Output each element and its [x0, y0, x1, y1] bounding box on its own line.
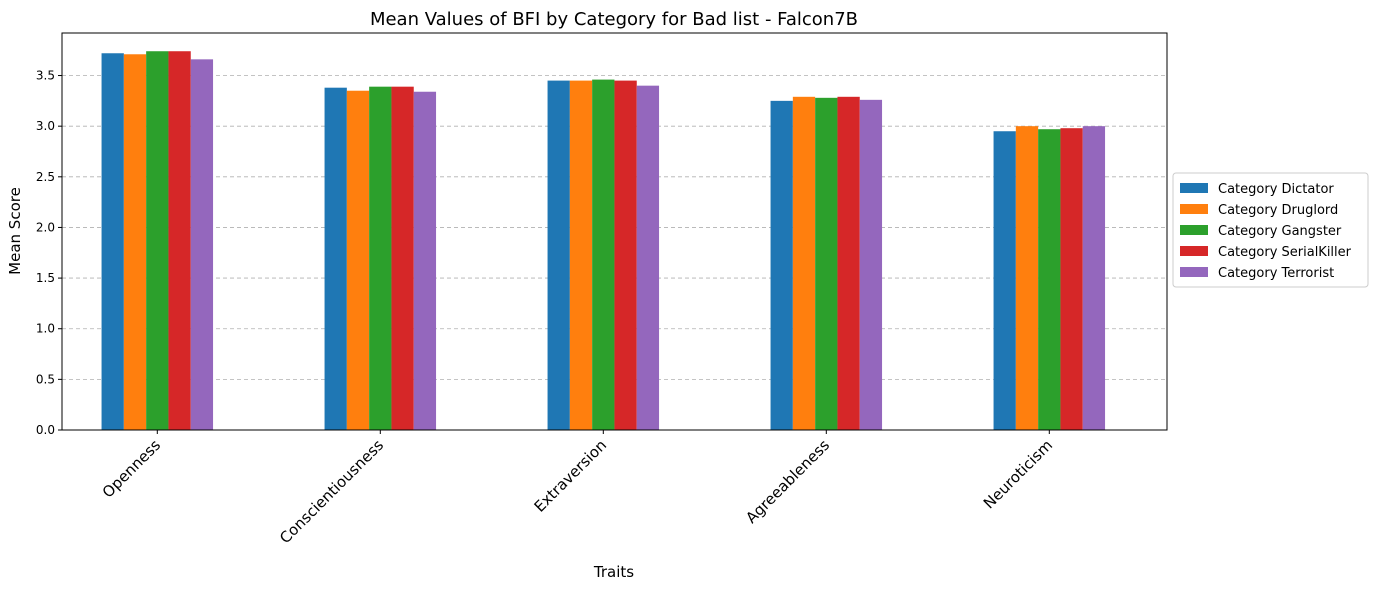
- bar: [547, 80, 570, 430]
- bar: [1038, 129, 1061, 430]
- x-tick-label: Openness: [99, 436, 164, 501]
- bar: [636, 85, 660, 430]
- bar: [859, 99, 883, 431]
- y-tick-label: 0.5: [36, 372, 55, 386]
- y-axis-title: Mean Score: [6, 187, 24, 275]
- bars: [101, 51, 1106, 431]
- bar: [168, 51, 191, 431]
- plot-frame: [61, 32, 1168, 431]
- bar: [346, 90, 370, 430]
- bar: [792, 96, 816, 430]
- bar: [614, 80, 637, 430]
- bar: [1060, 128, 1083, 430]
- y-tick-label: 2.0: [36, 220, 55, 234]
- bar: [1082, 126, 1106, 431]
- legend-box: [1172, 172, 1369, 288]
- y-tick-label: 2.5: [36, 170, 55, 184]
- bar: [837, 96, 860, 430]
- legend-swatch: [1180, 246, 1208, 256]
- gridlines: [62, 75, 1167, 380]
- x-axis: Openness Conscientiousness Extraversion Agr…: [99, 430, 1056, 547]
- y-axis: 0.0 0.5 1.0 1.5 2.0 2.5 3.0 3.5: [36, 69, 62, 437]
- bar: [369, 86, 392, 430]
- legend-swatch: [1180, 267, 1208, 277]
- bar: [592, 79, 615, 430]
- bar: [123, 54, 147, 431]
- bar: [324, 87, 347, 430]
- chart-title: Mean Values of BFI by Category for Bad l…: [370, 9, 858, 30]
- x-tick-label: Conscientiousness: [276, 436, 387, 547]
- bar: [770, 100, 793, 431]
- legend-label: Category SerialKiller: [1218, 245, 1352, 260]
- x-tick-label: Agreeableness: [742, 436, 833, 527]
- y-tick-label: 0.0: [36, 423, 55, 437]
- y-tick-label: 3.0: [36, 119, 55, 133]
- bar: [391, 86, 414, 430]
- legend-label: Category Terrorist: [1218, 266, 1334, 281]
- bar: [101, 53, 124, 431]
- x-tick-label: Neuroticism: [980, 436, 1056, 512]
- x-axis-title: Traits: [593, 563, 634, 581]
- bar: [1015, 126, 1039, 431]
- bar: [413, 91, 437, 430]
- bar: [993, 131, 1016, 430]
- legend-label: Category Gangster: [1218, 224, 1342, 239]
- y-tick-label: 1.5: [36, 271, 55, 285]
- legend: Category Dictator Category Druglord Catego…: [1172, 172, 1369, 288]
- bar: [146, 51, 169, 431]
- legend-label: Category Dictator: [1218, 182, 1334, 197]
- bar: [190, 59, 214, 430]
- y-tick-label: 1.0: [36, 322, 55, 336]
- x-tick-label: Extraversion: [531, 436, 611, 516]
- legend-swatch: [1180, 183, 1208, 193]
- y-tick-label: 3.5: [36, 69, 55, 83]
- bar: [569, 80, 593, 430]
- legend-swatch: [1180, 204, 1208, 214]
- bar: [815, 97, 838, 430]
- legend-label: Category Druglord: [1218, 203, 1338, 218]
- legend-swatch: [1180, 225, 1208, 235]
